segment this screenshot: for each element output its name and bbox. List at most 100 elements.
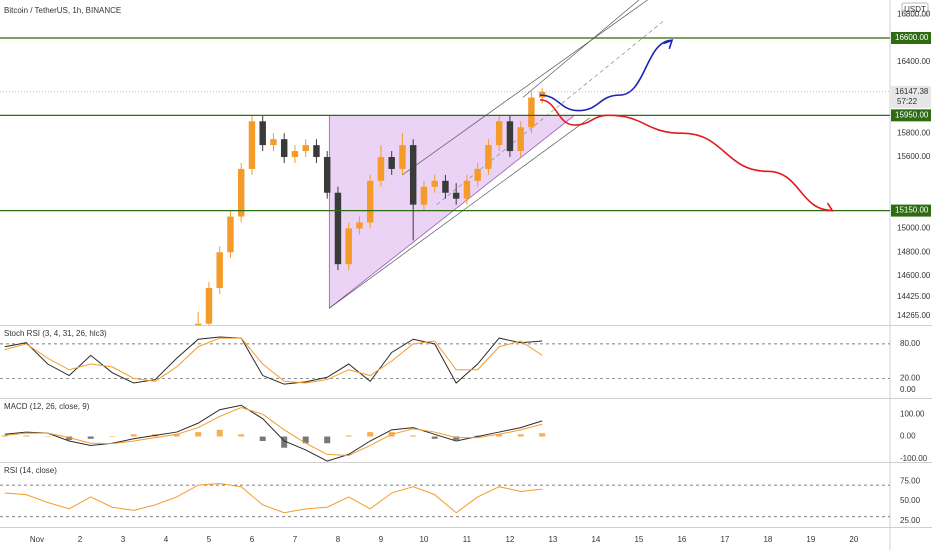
y-tick-label: 15800.00 [897, 128, 931, 137]
y-tick-label: 15000.00 [897, 224, 931, 233]
y-tick-label: 14265.00 [897, 311, 931, 320]
main-pane [194, 0, 665, 325]
projection-curve [539, 99, 833, 212]
histogram-bar [302, 436, 309, 444]
candle-body [452, 192, 460, 199]
candle-body [334, 192, 342, 265]
channel-line [402, 0, 648, 176]
level-label: 16600.00 [895, 33, 929, 42]
currency-box[interactable] [901, 2, 929, 17]
x-tick-label: 19 [806, 535, 815, 544]
candle-body [377, 157, 385, 181]
y-tick-label: 14600.00 [897, 271, 931, 280]
level-badge [891, 109, 931, 122]
x-tick-label: 11 [463, 535, 472, 544]
x-tick-label: 20 [849, 535, 858, 544]
candle-body [237, 168, 245, 217]
x-tick-label: 8 [336, 535, 341, 544]
indicator-line [4, 406, 543, 457]
x-tick-label: 10 [419, 535, 428, 544]
candle-body [356, 222, 363, 229]
x-tick-label: 5 [207, 535, 212, 544]
histogram-bar [453, 436, 460, 440]
histogram-bar [44, 436, 51, 438]
candle-body [280, 139, 288, 158]
x-tick-label: 6 [250, 535, 255, 544]
y-tick-label: 20.00 [900, 374, 921, 383]
currency[interactable]: USDT [904, 5, 926, 14]
histogram-bar [195, 432, 202, 437]
candle-body [495, 121, 503, 146]
candle-body [517, 127, 524, 152]
indicator-line [4, 483, 543, 514]
candle-body [313, 145, 320, 158]
x-tick-label: 3 [121, 535, 126, 544]
chart-title: Bitcoin / TetherUS, 1h, BINANCE [4, 6, 121, 15]
histogram-bar [517, 434, 524, 437]
histogram-bar [345, 435, 352, 437]
histogram-bar [474, 435, 481, 437]
candle-body [205, 287, 213, 324]
candle-body [474, 168, 481, 181]
pane-title: Stoch RSI (3, 4, 31, 26, hlc3) [4, 329, 107, 338]
pane-title: MACD (12, 26, close, 9) [4, 402, 90, 411]
histogram-bar [1, 435, 8, 437]
candle-body [216, 252, 223, 288]
x-tick-label: 7 [293, 535, 298, 544]
x-tick-label: 13 [548, 535, 557, 544]
histogram-bar [431, 436, 438, 439]
x-tick-label: 2 [78, 535, 83, 544]
level-badge [891, 31, 931, 44]
indicator-line [4, 404, 543, 462]
candle-body [270, 139, 277, 146]
y-tick-label: 25.00 [900, 516, 921, 525]
candle-body [388, 157, 395, 169]
arrow-head [823, 202, 834, 212]
histogram-bar [87, 436, 94, 439]
candle-body [194, 323, 202, 325]
candle-body [227, 216, 234, 253]
level-label: 15950.00 [895, 110, 929, 119]
candle-body [399, 145, 406, 169]
x-tick-label: 15 [634, 535, 643, 544]
histogram-bar [496, 434, 503, 437]
histogram-bar [216, 429, 223, 437]
candle-body [302, 145, 309, 152]
indicator-line [4, 337, 543, 384]
candle-body [366, 180, 374, 223]
x-tick-label: 16 [677, 535, 686, 544]
candle-body [345, 228, 352, 265]
histogram-bar [23, 435, 30, 437]
candle-body [431, 180, 438, 187]
y-tick-label: 0.00 [900, 385, 916, 394]
y-tick-label: 14425.00 [897, 292, 931, 301]
candle-body [248, 121, 256, 169]
candle-body [528, 97, 535, 128]
histogram-bar [410, 435, 417, 437]
histogram-bar [367, 432, 374, 437]
x-tick-label: 9 [379, 535, 384, 544]
level-label: 15150.00 [895, 206, 929, 215]
candle-body [291, 151, 299, 158]
histogram-bar [173, 434, 180, 437]
histogram-bar [109, 436, 116, 437]
y-tick-label: 75.00 [900, 476, 921, 485]
pane-title: RSI (14, close) [4, 466, 57, 475]
y-tick-label: 0.00 [900, 432, 916, 441]
y-tick-label: -100.00 [900, 454, 928, 463]
last-price-label: 16147.38 [895, 87, 929, 96]
arrow-head [663, 39, 674, 50]
y-tick-label: 80.00 [900, 339, 921, 348]
x-tick-label: 14 [591, 535, 600, 544]
y-tick-label: 14800.00 [897, 247, 931, 256]
x-tick-label: 12 [505, 535, 514, 544]
histogram-bar [324, 436, 331, 444]
candle-body [409, 145, 417, 205]
candle-body [463, 180, 471, 199]
x-tick-label: 4 [164, 535, 169, 544]
y-tick-label: 16400.00 [897, 57, 931, 66]
histogram-bar [66, 436, 73, 440]
y-tick-label: 15600.00 [897, 152, 931, 161]
